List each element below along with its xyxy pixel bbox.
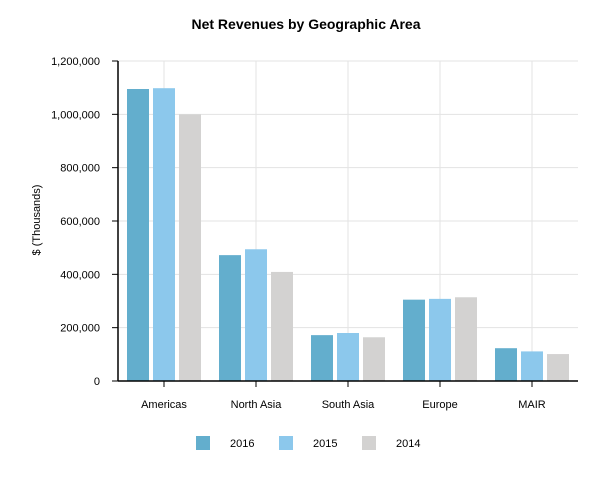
y-tick-label: 1,200,000 [51,56,100,68]
bar-2016-americas[interactable] [127,89,149,381]
x-axis-ticks: Americas North Asia South Asia Europe MAIR [141,381,546,411]
legend-swatch-2015[interactable] [279,436,293,450]
legend-swatch-2016[interactable] [196,436,210,450]
legend-label-2015[interactable]: 2015 [313,438,337,450]
chart-title: Net Revenues by Geographic Area [191,16,420,32]
bar-2014-mair[interactable] [547,354,569,381]
y-axis-title: $ (Thousands) [31,185,43,256]
y-tick-label: 400,000 [60,269,100,281]
bar-2014-americas[interactable] [179,114,201,381]
y-tick-label: 600,000 [60,216,100,228]
bar-2015-south-asia[interactable] [337,333,359,381]
x-tick-label: South Asia [322,399,375,411]
x-tick-label: North Asia [231,399,283,411]
bar-2016-mair[interactable] [495,348,517,381]
bar-2016-south-asia[interactable] [311,335,333,381]
bar-2016-europe[interactable] [403,299,425,381]
bar-2015-mair[interactable] [521,351,543,381]
y-tick-label: 1,000,000 [51,109,100,121]
y-axis-ticks: 0 200,000 400,000 600,000 800,000 1,000,000 1,… [51,56,118,388]
bar-2016-north-asia[interactable] [219,255,241,381]
x-tick-label: Europe [422,399,457,411]
y-tick-label: 200,000 [60,323,100,335]
bar-2015-north-asia[interactable] [245,249,267,381]
bar-2014-north-asia[interactable] [271,271,293,381]
bars [127,88,569,381]
bar-2014-south-asia[interactable] [363,337,385,381]
y-tick-label: 800,000 [60,163,100,175]
legend[interactable]: 2016 2015 2014 [196,436,420,450]
bar-2014-europe[interactable] [455,297,477,381]
legend-label-2016[interactable]: 2016 [230,438,254,450]
y-tick-label: 0 [94,376,100,388]
legend-label-2014[interactable]: 2014 [396,438,420,450]
x-tick-label: MAIR [518,399,546,411]
bar-2015-americas[interactable] [153,88,175,381]
legend-swatch-2014[interactable] [362,436,376,450]
x-tick-label: Americas [141,399,187,411]
bar-2015-europe[interactable] [429,298,451,381]
